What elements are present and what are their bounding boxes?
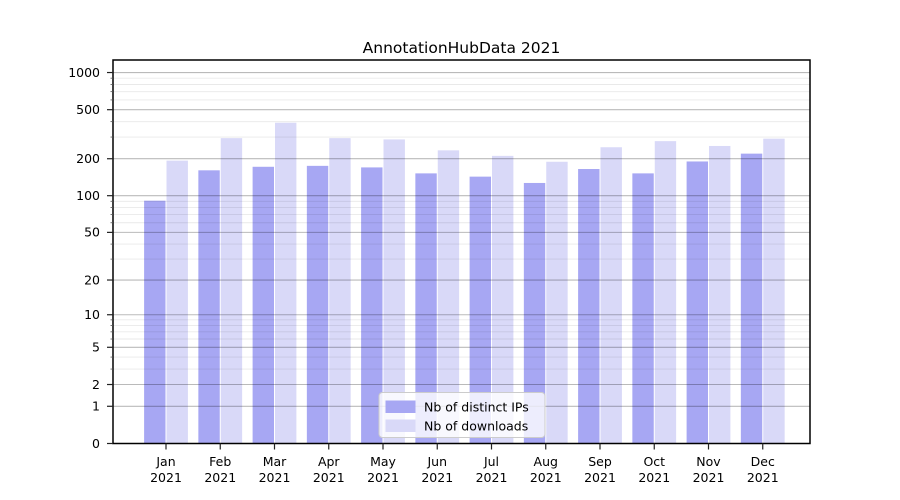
- bar-downloads-aug: [546, 161, 568, 444]
- x-tick-label-month-apr: Apr: [318, 454, 340, 469]
- x-tick-label-year-dec: 2021: [747, 470, 779, 485]
- bar-distinct-ips-dec: [740, 153, 763, 444]
- bar-downloads-oct: [654, 141, 677, 444]
- bar-distinct-ips-sep: [578, 169, 600, 444]
- x-tick-label-month-jun: Jun: [426, 454, 447, 469]
- y-tick-label-200: 200: [76, 151, 100, 166]
- x-tick-label-month-sep: Sep: [588, 454, 612, 469]
- x-tick-label-month-may: May: [370, 454, 396, 469]
- x-tick-label-year-jul: 2021: [476, 470, 508, 485]
- bar-downloads-jun: [437, 150, 460, 444]
- bar-downloads-sep: [600, 147, 622, 444]
- bar-distinct-ips-jul: [469, 176, 491, 444]
- legend-swatch-downloads: [385, 419, 416, 432]
- y-tick-label-1000: 1000: [68, 65, 100, 80]
- x-tick-label-month-jul: Jul: [483, 454, 499, 469]
- x-tick-label-month-feb: Feb: [209, 454, 231, 469]
- y-tick-label-5: 5: [92, 340, 100, 355]
- x-tick-label-year-aug: 2021: [530, 470, 562, 485]
- x-tick-label-year-apr: 2021: [313, 470, 345, 485]
- legend-box: [378, 392, 546, 438]
- x-tick-label-month-aug: Aug: [534, 454, 558, 469]
- x-tick-label-year-jun: 2021: [421, 470, 453, 485]
- bar-distinct-ips-may: [361, 167, 383, 444]
- bar-distinct-ips-oct: [632, 173, 654, 444]
- bar-downloads-apr: [329, 138, 351, 444]
- x-tick-label-month-dec: Dec: [751, 454, 775, 469]
- bar-distinct-ips-nov: [686, 161, 708, 444]
- y-tick-label-0: 0: [92, 436, 100, 451]
- legend-label-distinct-ips: Nb of distinct IPs: [424, 400, 529, 415]
- bar-distinct-ips-apr: [306, 165, 329, 444]
- x-tick-label-month-nov: Nov: [696, 454, 721, 469]
- bar-distinct-ips-mar: [252, 166, 274, 444]
- chart-title: AnnotationHubData 2021: [363, 39, 561, 57]
- x-tick-label-month-mar: Mar: [263, 454, 287, 469]
- x-tick-label-month-oct: Oct: [643, 454, 665, 469]
- y-tick-label-1: 1: [92, 399, 100, 414]
- x-tick-label-year-oct: 2021: [638, 470, 670, 485]
- bar-distinct-ips-jan: [144, 200, 166, 444]
- y-tick-label-10: 10: [84, 307, 100, 322]
- bar-downloads-dec: [763, 138, 785, 444]
- legend-swatch-distinct-ips: [385, 400, 416, 413]
- bar-downloads-feb: [220, 138, 243, 444]
- x-tick-label-year-sep: 2021: [584, 470, 616, 485]
- y-tick-label-500: 500: [76, 102, 100, 117]
- x-tick-label-year-mar: 2021: [259, 470, 291, 485]
- bar-downloads-may: [383, 139, 405, 444]
- x-tick-label-year-jan: 2021: [150, 470, 182, 485]
- legend-label-downloads: Nb of downloads: [424, 419, 528, 434]
- y-tick-label-50: 50: [84, 225, 100, 240]
- x-tick-label-month-jan: Jan: [155, 454, 175, 469]
- bar-downloads-jul: [492, 155, 514, 444]
- bar-downloads-mar: [275, 122, 297, 444]
- bar-distinct-ips-aug: [523, 182, 546, 444]
- y-tick-label-100: 100: [76, 188, 100, 203]
- y-tick-label-2: 2: [92, 377, 100, 392]
- x-tick-label-year-nov: 2021: [693, 470, 725, 485]
- y-tick-label-20: 20: [84, 272, 100, 287]
- x-tick-label-year-feb: 2021: [204, 470, 236, 485]
- bar-downloads-nov: [709, 145, 731, 444]
- bar-downloads-jan: [166, 160, 188, 444]
- x-tick-label-year-may: 2021: [367, 470, 399, 485]
- bar-distinct-ips-feb: [198, 170, 220, 444]
- bar-distinct-ips-jun: [415, 173, 437, 444]
- plot-border: [112, 59, 811, 445]
